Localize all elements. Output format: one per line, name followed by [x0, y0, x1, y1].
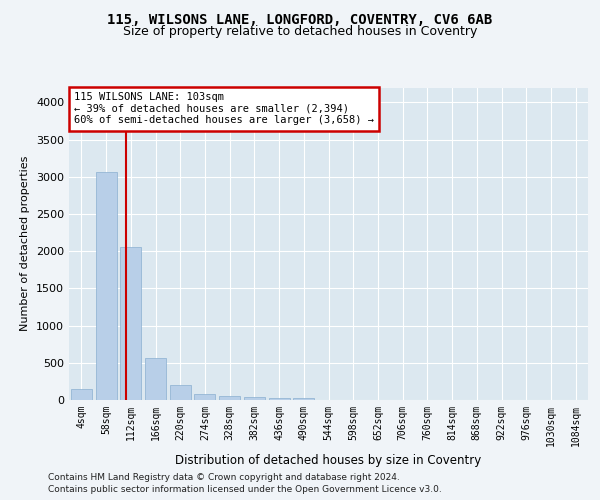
Bar: [145, 358, 166, 400]
Y-axis label: Number of detached properties: Number of detached properties: [20, 156, 31, 332]
X-axis label: Distribution of detached houses by size in Coventry: Distribution of detached houses by size …: [175, 454, 482, 468]
Bar: [95, 172, 116, 400]
Bar: [170, 385, 191, 400]
Bar: [71, 389, 92, 400]
Bar: [120, 246, 141, 400]
Text: Size of property relative to detached houses in Coventry: Size of property relative to detached ho…: [123, 25, 477, 38]
Bar: [269, 398, 290, 400]
Text: Contains HM Land Registry data © Crown copyright and database right 2024.: Contains HM Land Registry data © Crown c…: [48, 472, 400, 482]
Text: 115, WILSONS LANE, LONGFORD, COVENTRY, CV6 6AB: 115, WILSONS LANE, LONGFORD, COVENTRY, C…: [107, 12, 493, 26]
Bar: [244, 396, 265, 400]
Text: Contains public sector information licensed under the Open Government Licence v3: Contains public sector information licen…: [48, 485, 442, 494]
Text: 115 WILSONS LANE: 103sqm
← 39% of detached houses are smaller (2,394)
60% of sem: 115 WILSONS LANE: 103sqm ← 39% of detach…: [74, 92, 374, 126]
Bar: [293, 398, 314, 400]
Bar: [219, 396, 240, 400]
Bar: [194, 394, 215, 400]
